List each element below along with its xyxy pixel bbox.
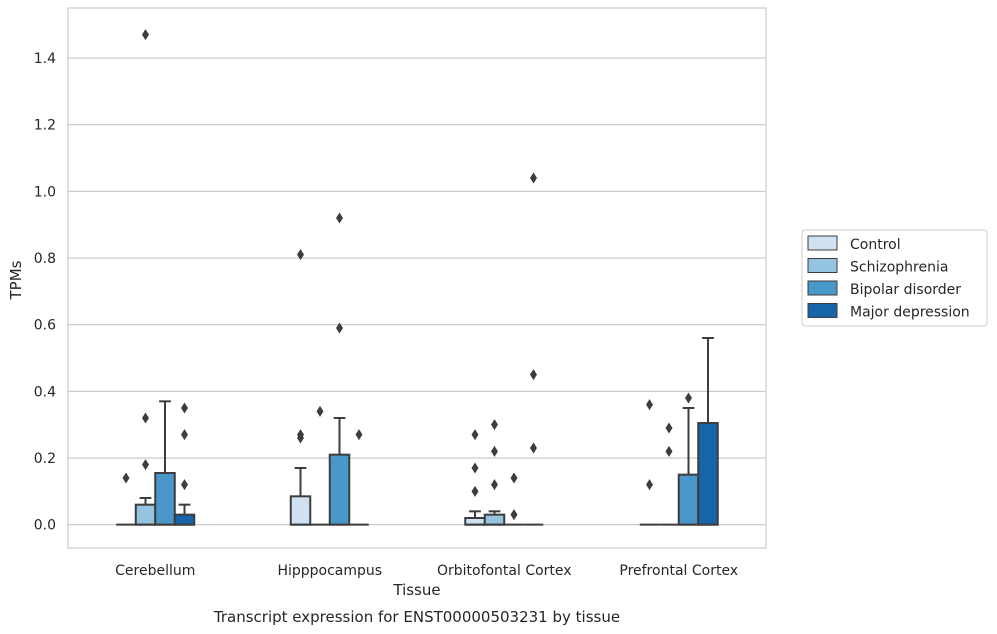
outlier-point bbox=[665, 445, 673, 457]
legend-swatch bbox=[807, 303, 838, 318]
box bbox=[328, 453, 351, 526]
x-axis-label: Tissue bbox=[392, 581, 440, 599]
outlier-point bbox=[181, 402, 188, 414]
outlier-point bbox=[665, 422, 673, 434]
outlier-point bbox=[491, 479, 498, 491]
outlier-point bbox=[510, 472, 518, 484]
outlier-point bbox=[685, 392, 692, 404]
outlier-point bbox=[181, 479, 188, 491]
box bbox=[677, 473, 700, 526]
y-tick-label: 1.2 bbox=[34, 118, 56, 134]
y-axis-ticks: 0.0 0.2 0.4 0.6 0.8 1.0 1.2 1.4 bbox=[34, 51, 56, 534]
box-1-0 bbox=[289, 249, 312, 526]
legend-swatch bbox=[807, 235, 838, 251]
outlier-point bbox=[530, 442, 537, 454]
outlier-point bbox=[316, 405, 324, 417]
outlier-point bbox=[491, 445, 498, 457]
y-tick-label: 0.6 bbox=[34, 318, 56, 334]
legend-swatch bbox=[807, 280, 838, 296]
legend-label: Schizophrenia bbox=[850, 260, 948, 276]
outlier-point bbox=[510, 509, 518, 521]
box-3-2 bbox=[677, 392, 700, 526]
box-3-3 bbox=[697, 337, 719, 526]
legend: Control Schizophrenia Bipolar disorder Majo… bbox=[801, 229, 988, 327]
outlier-point bbox=[646, 399, 653, 411]
y-tick-label: 1.4 bbox=[34, 51, 56, 67]
outlier-point bbox=[336, 322, 343, 334]
y-tick-label: 0.2 bbox=[34, 451, 56, 467]
x-tick-label: Hipppocampus bbox=[277, 563, 382, 579]
outlier-point bbox=[471, 485, 479, 497]
box-2-2 bbox=[504, 472, 524, 526]
outlier-point bbox=[142, 29, 149, 41]
y-tick-label: 0.0 bbox=[34, 518, 56, 534]
outlier-point bbox=[142, 412, 149, 424]
box-2-3 bbox=[523, 172, 544, 526]
box-0-1 bbox=[134, 29, 157, 526]
outlier-point bbox=[646, 479, 653, 491]
box bbox=[483, 513, 506, 526]
legend-label: Major depression bbox=[850, 305, 970, 321]
grid-lines bbox=[68, 57, 766, 526]
y-axis-label: TPMs bbox=[7, 260, 25, 300]
box-3-1 bbox=[659, 422, 679, 526]
legend-label: Control bbox=[850, 237, 901, 253]
box-1-1 bbox=[310, 405, 330, 526]
y-tick-label: 0.4 bbox=[34, 384, 56, 400]
outlier-point bbox=[142, 459, 149, 471]
box-0-2 bbox=[154, 400, 176, 526]
x-axis-ticks: Cerebellum Hipppocampus Orbitofontal Corte… bbox=[115, 563, 738, 579]
box-0-3 bbox=[173, 402, 196, 526]
outlier-point bbox=[336, 212, 343, 224]
legend-label: Bipolar disorder bbox=[850, 282, 961, 298]
outlier-point bbox=[122, 472, 130, 484]
outlier-point bbox=[471, 429, 479, 441]
y-tick-label: 0.8 bbox=[34, 251, 56, 267]
box-2-1 bbox=[483, 419, 506, 526]
box bbox=[134, 503, 157, 526]
plot-frame bbox=[67, 7, 767, 549]
legend-frame bbox=[801, 229, 988, 327]
box bbox=[289, 495, 312, 526]
outlier-point bbox=[471, 462, 479, 474]
box bbox=[173, 513, 196, 526]
box bbox=[154, 472, 176, 526]
legend-swatch bbox=[807, 258, 838, 273]
outlier-point bbox=[491, 419, 498, 431]
outlier-point bbox=[355, 429, 363, 441]
box-1-2 bbox=[328, 212, 351, 526]
outlier-point bbox=[181, 429, 188, 441]
x-tick-label: Orbitofontal Cortex bbox=[437, 563, 572, 579]
box-1-3 bbox=[349, 429, 369, 526]
x-tick-label: Prefrontal Cortex bbox=[619, 563, 738, 579]
outlier-point bbox=[297, 429, 304, 441]
y-tick-label: 1.0 bbox=[34, 184, 56, 200]
box-2-0 bbox=[464, 429, 486, 526]
box-3-0 bbox=[639, 399, 660, 526]
box-0-0 bbox=[116, 472, 136, 526]
box bbox=[697, 422, 719, 526]
outlier-point bbox=[530, 369, 537, 381]
x-tick-label: Cerebellum bbox=[115, 563, 195, 579]
outlier-point bbox=[297, 249, 304, 261]
outlier-point bbox=[530, 172, 537, 184]
boxes bbox=[116, 29, 719, 526]
chart-caption: Transcript expression for ENST0000050323… bbox=[213, 608, 620, 626]
